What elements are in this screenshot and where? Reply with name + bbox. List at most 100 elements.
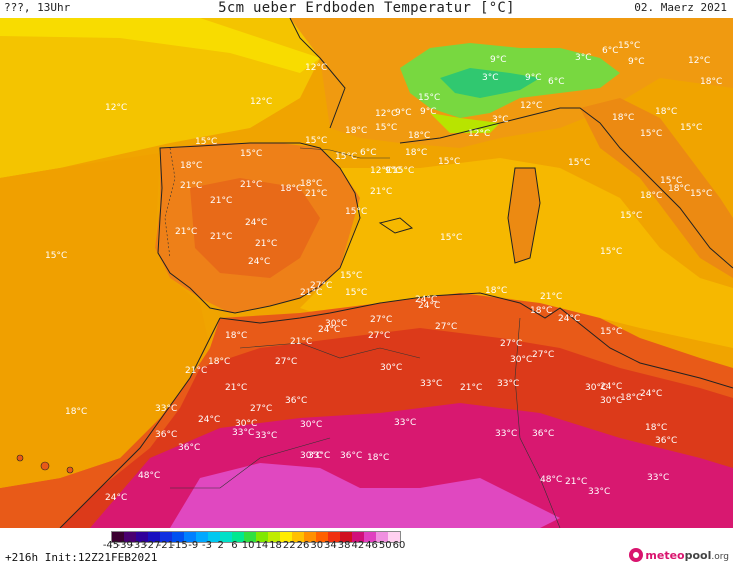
temperature-map[interactable]: 12°C 12°C 12°C 15°C 9°C 3°C 9°C 6°C 3°C 6°C 15°C 9°… [0,18,733,528]
temperature-label: 33°C [394,418,416,428]
color-scale [111,531,401,543]
color-scale-swatch [172,532,184,542]
meteopool-logo-icon [629,548,644,562]
color-scale-swatch [136,532,148,542]
temperature-label: 21°C [180,181,202,191]
temperature-label: 3°C [575,53,592,63]
color-scale-swatch [112,532,124,542]
temperature-label: 36°C [340,451,362,461]
temperature-label: 15°C [340,271,362,281]
north-africa-coastline [219,292,733,389]
color-scale-tick: -39 [116,540,133,551]
temperature-label: 24°C [558,314,580,324]
color-scale-swatch [208,532,220,542]
temperature-label: 21°C [240,180,262,190]
color-scale-tick: 10 [241,540,255,551]
temperature-label: 18°C [405,148,427,158]
temperature-label: 24°C [600,382,622,392]
temperature-label: 21°C [370,187,392,197]
color-scale-tick: -45 [102,540,120,551]
temperature-label: 21°C [210,196,232,206]
pyrenees-border [299,147,390,159]
baleares-coastline [378,217,414,234]
temperature-label: 15°C [240,149,262,159]
alps-cold-field [440,68,540,98]
temperature-label: 24°C [415,295,437,305]
temperature-label: 15°C [345,207,367,217]
color-scale-swatch [340,532,352,542]
temperature-label: 18°C [180,161,202,171]
temperature-label: 36°C [155,430,177,440]
temperature-label: 27°C [368,331,390,341]
logo-part-pool: pool [684,548,712,562]
temperature-label: 24°C [105,493,127,503]
color-scale-swatch [364,532,376,542]
temperature-label: 15°C [600,327,622,337]
temperature-label: 15°C [418,93,440,103]
map-canvas: 12°C12°C12°C15°C9°C3°C 9°C 6°C3°C6°C 15°C9°… [0,18,733,528]
temperature-label: 24°C [245,218,267,228]
temperature-label: 12°C [305,63,327,73]
temperature-label: 24°C [248,257,270,267]
temperature-label: 27°C [500,339,522,349]
temperature-label: 6°C [548,77,565,87]
temperature-label: 33°C [232,428,254,438]
temperature-label: 24°C [418,301,440,311]
temperature-label: 15°C [690,189,712,199]
temperature-label: 30°C [380,363,402,373]
temperature-label: 30°C [325,319,347,329]
temperature-label: 15°C [568,158,590,168]
temperature-label: 18°C [620,393,642,403]
color-scale-swatch [292,532,304,542]
temperature-label: 30°C [510,355,532,365]
temperature-label: 18°C [408,131,430,141]
temperature-label: 36°C [532,429,554,439]
temperature-label: 33°C [255,431,277,441]
color-scale-swatch [268,532,280,542]
temperature-label: 18°C [345,126,367,136]
mauritania-border [170,437,331,489]
color-scale-swatch [124,532,136,542]
temperature-label: 15°C [440,233,462,243]
meteopool-logo[interactable]: meteopool.org [629,547,729,563]
color-scale-tick: 6 [231,540,238,551]
temperature-label: 33°C [495,429,517,439]
temperature-label: 15°C [335,152,357,162]
morocco-coastline [59,317,221,528]
temperature-label: 21°C [290,337,312,347]
temperature-label: 18°C [612,113,634,123]
temperature-label: 30°C [300,451,322,461]
color-scale-swatch [220,532,232,542]
temperature-label: 15°C [45,251,67,261]
temperature-label: 9°C [420,107,437,117]
temperature-label: 33°C [308,451,330,461]
map-title: 5cm ueber Erdboden Temperatur [°C] [218,0,515,16]
temperature-label: 33°C [588,487,610,497]
temperature-label: 18°C [225,331,247,341]
temperature-label: 15°C [640,129,662,139]
color-scale-tick: 26 [296,540,310,551]
temperature-label: 27°C [370,315,392,325]
run-time-label: ???, 13Uhr [4,1,71,14]
temperature-label: 21°C [300,288,322,298]
temperature-label: 27°C [250,404,272,414]
temperature-label: 21°C [540,292,562,302]
sardinia-field [508,168,540,263]
temperature-label: 21°C [305,189,327,199]
temperature-label: 18°C [668,184,690,194]
color-scale-tick: -9 [188,540,199,551]
temperature-label: 18°C [208,357,230,367]
temperature-label: 15°C [600,247,622,257]
algeria-morocco-border [239,342,421,359]
sahara-pink-field [170,463,560,528]
temperature-label: 15°C [195,137,217,147]
meteopool-logo-text: meteopool.org [645,549,729,562]
temperature-label: 24°C [198,415,220,425]
temperature-label: 21°C [185,366,207,376]
temperature-label: 30°C [300,420,322,430]
run-info: +216h Init:12Z21FEB2021 [5,551,158,564]
color-scale-ticks: -45 -39 -33 -27 -21 -15 -9 -3 2 6 10 14 18 22 26 30 34 38… [103,540,641,554]
temperature-label: 33°C [647,473,669,483]
temperature-label: 30°C [585,383,607,393]
